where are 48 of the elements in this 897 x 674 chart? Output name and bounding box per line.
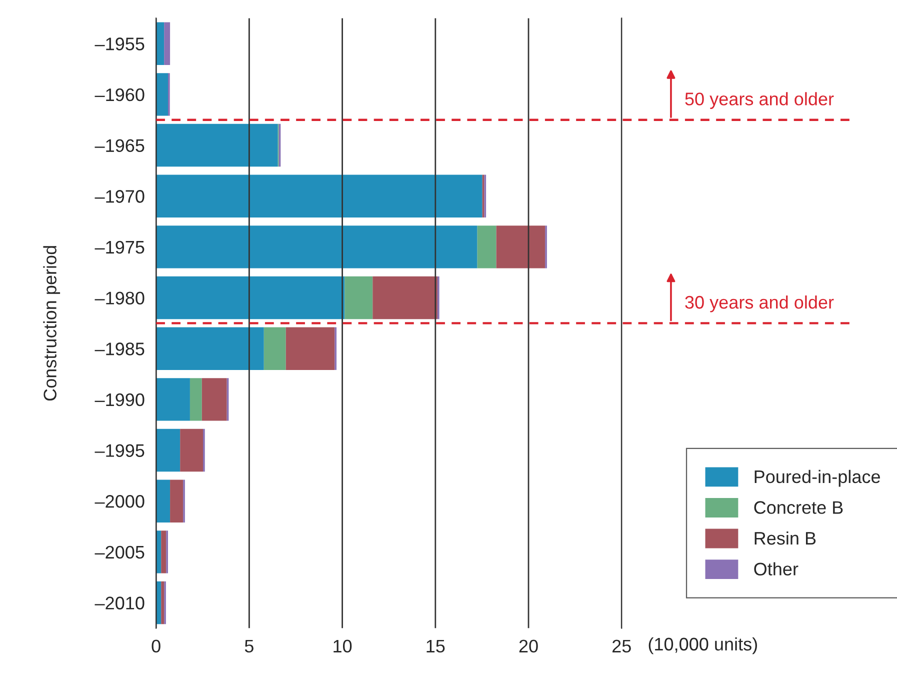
bar — [496, 226, 546, 268]
y-tick-label: –2000 — [94, 495, 144, 508]
y-tick-label: –1985 — [94, 342, 144, 356]
bar — [372, 276, 438, 320]
y-tick-label: –1955 — [94, 38, 144, 50]
bar — [156, 124, 278, 167]
bar — [477, 226, 496, 268]
bar — [164, 22, 170, 65]
legend-label: Other — [754, 562, 798, 576]
y-tick-label: –1970 — [94, 190, 144, 203]
bar — [286, 327, 335, 370]
y-tick-label: –1990 — [94, 393, 144, 406]
bar — [170, 480, 184, 522]
bar — [156, 327, 264, 370]
y-tick-label: –2005 — [94, 546, 144, 559]
bar — [156, 428, 180, 472]
x-tick-label: 20 — [519, 640, 538, 653]
bar — [190, 378, 202, 421]
legend-label: Poured-in-place — [754, 470, 880, 487]
x-tick-label: 15 — [426, 640, 445, 653]
bar — [156, 480, 170, 522]
y-tick-label: –1960 — [94, 88, 144, 102]
legend-label: Concrete B — [754, 501, 843, 514]
bar — [202, 378, 227, 421]
y-tick-label: –1975 — [94, 240, 144, 254]
bar — [161, 581, 164, 624]
bar — [156, 226, 478, 268]
x-tick-label: 5 — [244, 640, 254, 653]
bar — [156, 73, 168, 116]
x-tick-label: 25 — [612, 640, 631, 653]
y-tick-label: –1965 — [94, 139, 144, 152]
ref-line-label: 30 years and older — [685, 295, 834, 312]
y-tick-label: –2010 — [94, 596, 144, 610]
bar — [264, 327, 286, 370]
ref-line-label: 50 years and older — [685, 92, 834, 109]
bar — [180, 428, 204, 472]
bar — [156, 378, 190, 421]
x-axis-title: (10,000 units) — [648, 637, 757, 654]
y-tick-label: –1980 — [94, 292, 144, 304]
x-tick-label: 0 — [152, 640, 160, 653]
x-tick-label: 10 — [334, 640, 352, 653]
bar — [156, 276, 345, 320]
legend-label: Resin B — [754, 531, 816, 545]
bar — [344, 276, 373, 320]
y-axis-title: Construction period — [43, 246, 60, 401]
bar — [156, 174, 482, 218]
y-tick-label: –1995 — [94, 444, 144, 457]
bar — [161, 530, 166, 574]
